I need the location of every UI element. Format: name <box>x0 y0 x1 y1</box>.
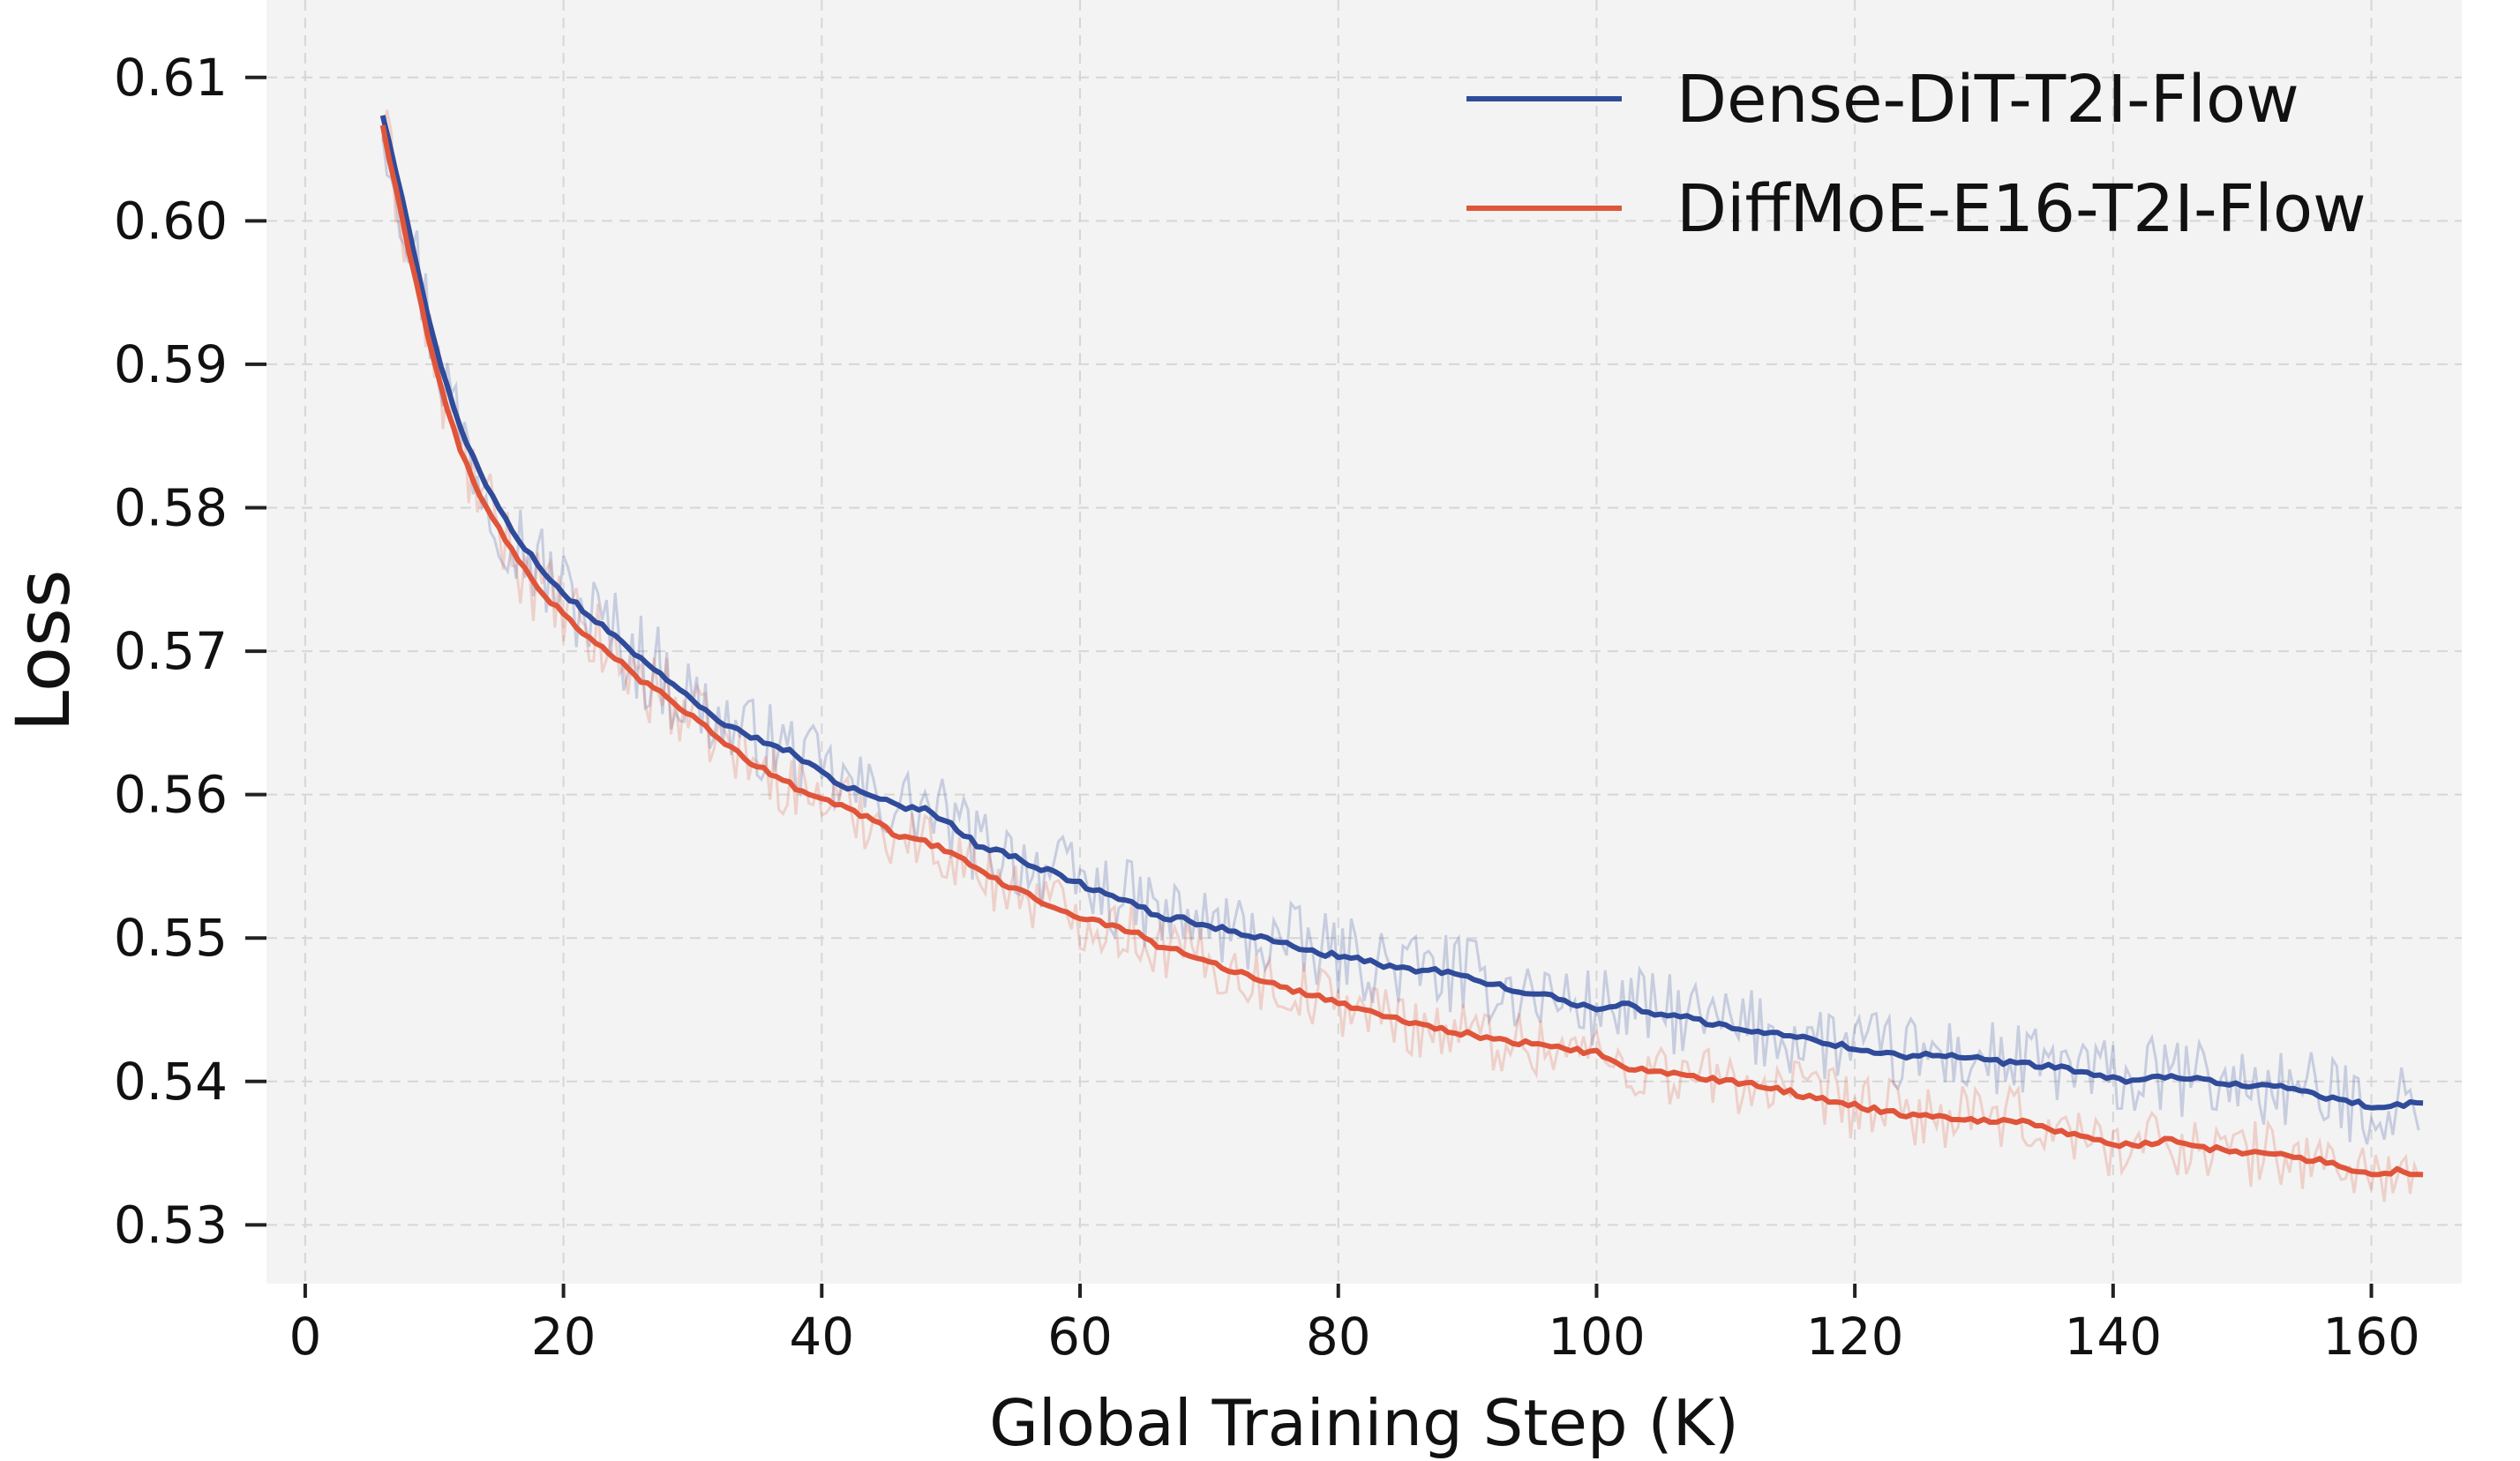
legend-label: DiffMoE-E16-T2I-Flow <box>1676 171 2366 247</box>
smoothed-loss-lines <box>379 115 2424 1178</box>
legend: Dense-DiT-T2I-Flow DiffMoE-E16-T2I-Flow <box>1466 62 2366 247</box>
x-tick-label: 100 <box>1548 1307 1646 1367</box>
y-tick-label: 0.55 <box>114 908 228 968</box>
series-line-diffmoe <box>379 124 2424 1178</box>
y-tick-label: 0.57 <box>114 621 228 681</box>
axes: 0 20 40 60 80 100 120 140 160 0.53 0.54 0.55 0.56 0.5… <box>114 48 2420 1367</box>
x-tick-label: 20 <box>531 1307 596 1367</box>
raw-trace-diffmoe <box>381 109 2420 1203</box>
y-tick-label: 0.58 <box>114 477 228 537</box>
y-tick-label: 0.54 <box>114 1052 228 1112</box>
x-tick-label: 140 <box>2064 1307 2162 1367</box>
y-tick-label: 0.59 <box>114 334 228 394</box>
grid <box>266 0 2462 1284</box>
y-tick-label: 0.53 <box>114 1195 228 1255</box>
x-tick-label: 80 <box>1306 1307 1371 1367</box>
x-tick-label: 0 <box>289 1307 321 1367</box>
y-tick-label: 0.60 <box>114 191 228 251</box>
plot-background <box>266 0 2462 1284</box>
x-tick-label: 120 <box>1806 1307 1904 1367</box>
series-line-dense <box>379 115 2424 1111</box>
y-axis-title: Loss <box>0 569 86 731</box>
y-tick-label: 0.56 <box>114 765 228 825</box>
x-tick-label: 160 <box>2322 1307 2420 1367</box>
x-tick-label: 40 <box>789 1307 854 1367</box>
x-tick-label: 60 <box>1047 1307 1113 1367</box>
legend-label: Dense-DiT-T2I-Flow <box>1676 62 2299 138</box>
y-tick-label: 0.61 <box>114 48 228 108</box>
x-axis-title: Global Training Step (K) <box>989 1386 1739 1460</box>
